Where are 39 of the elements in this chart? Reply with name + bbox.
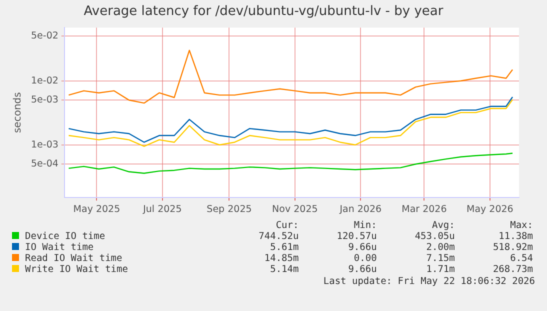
y-tick-label: 1e-03 <box>31 139 58 150</box>
text: Cur: <box>274 220 300 231</box>
text: 9.66u <box>347 242 378 253</box>
text: Max: <box>509 220 534 231</box>
x-tick-label: Mar 2026 <box>402 204 447 215</box>
text: Min: <box>352 220 378 231</box>
legend-label: Write IO Wait time <box>24 264 129 275</box>
text: 1.71m <box>425 264 456 275</box>
text: 6.54 <box>509 253 534 264</box>
x-tick-label: Jan 2026 <box>338 204 382 215</box>
y-tick-label: 5e-02 <box>31 30 58 42</box>
text: 518.92m <box>492 242 534 253</box>
text: Avg: <box>430 220 456 231</box>
text: 2.00m <box>425 242 456 253</box>
y-tick-label: 1e-02 <box>31 75 58 86</box>
text: 5.61m <box>269 242 300 253</box>
text: 5.14m <box>269 264 300 275</box>
text: 120.57u <box>336 231 378 242</box>
x-tick-label: May 2025 <box>73 204 120 215</box>
legend-label: IO Wait time <box>24 242 95 253</box>
text: 11.38m <box>498 231 534 242</box>
x-tick-label: Nov 2025 <box>272 204 318 215</box>
text: 268.73m <box>492 264 534 275</box>
legend-label: Device IO time <box>24 231 106 242</box>
y-axis-title: seconds <box>12 92 24 134</box>
x-tick-label: Jul 2025 <box>142 204 182 215</box>
text: 0.00 <box>352 253 378 264</box>
y-tick-label: 5e-03 <box>31 94 58 106</box>
x-tick-label: May 2026 <box>466 204 514 215</box>
chart-title: Average latency for /dev/ubuntu-vg/ubuntu-lv - by year <box>84 4 444 20</box>
legend-label: Read IO Wait time <box>24 253 124 264</box>
text: 14.85m <box>263 253 300 264</box>
text: 744.52u <box>258 231 300 242</box>
text: 9.66u <box>347 264 378 275</box>
text: Last update: Fri May 22 18:06:32 2026 <box>322 276 535 287</box>
text: 453.05u <box>414 231 456 242</box>
y-tick-label: 5e-04 <box>31 158 58 170</box>
x-tick-label: Sep 2025 <box>206 204 252 215</box>
text: 7.15m <box>425 253 456 264</box>
